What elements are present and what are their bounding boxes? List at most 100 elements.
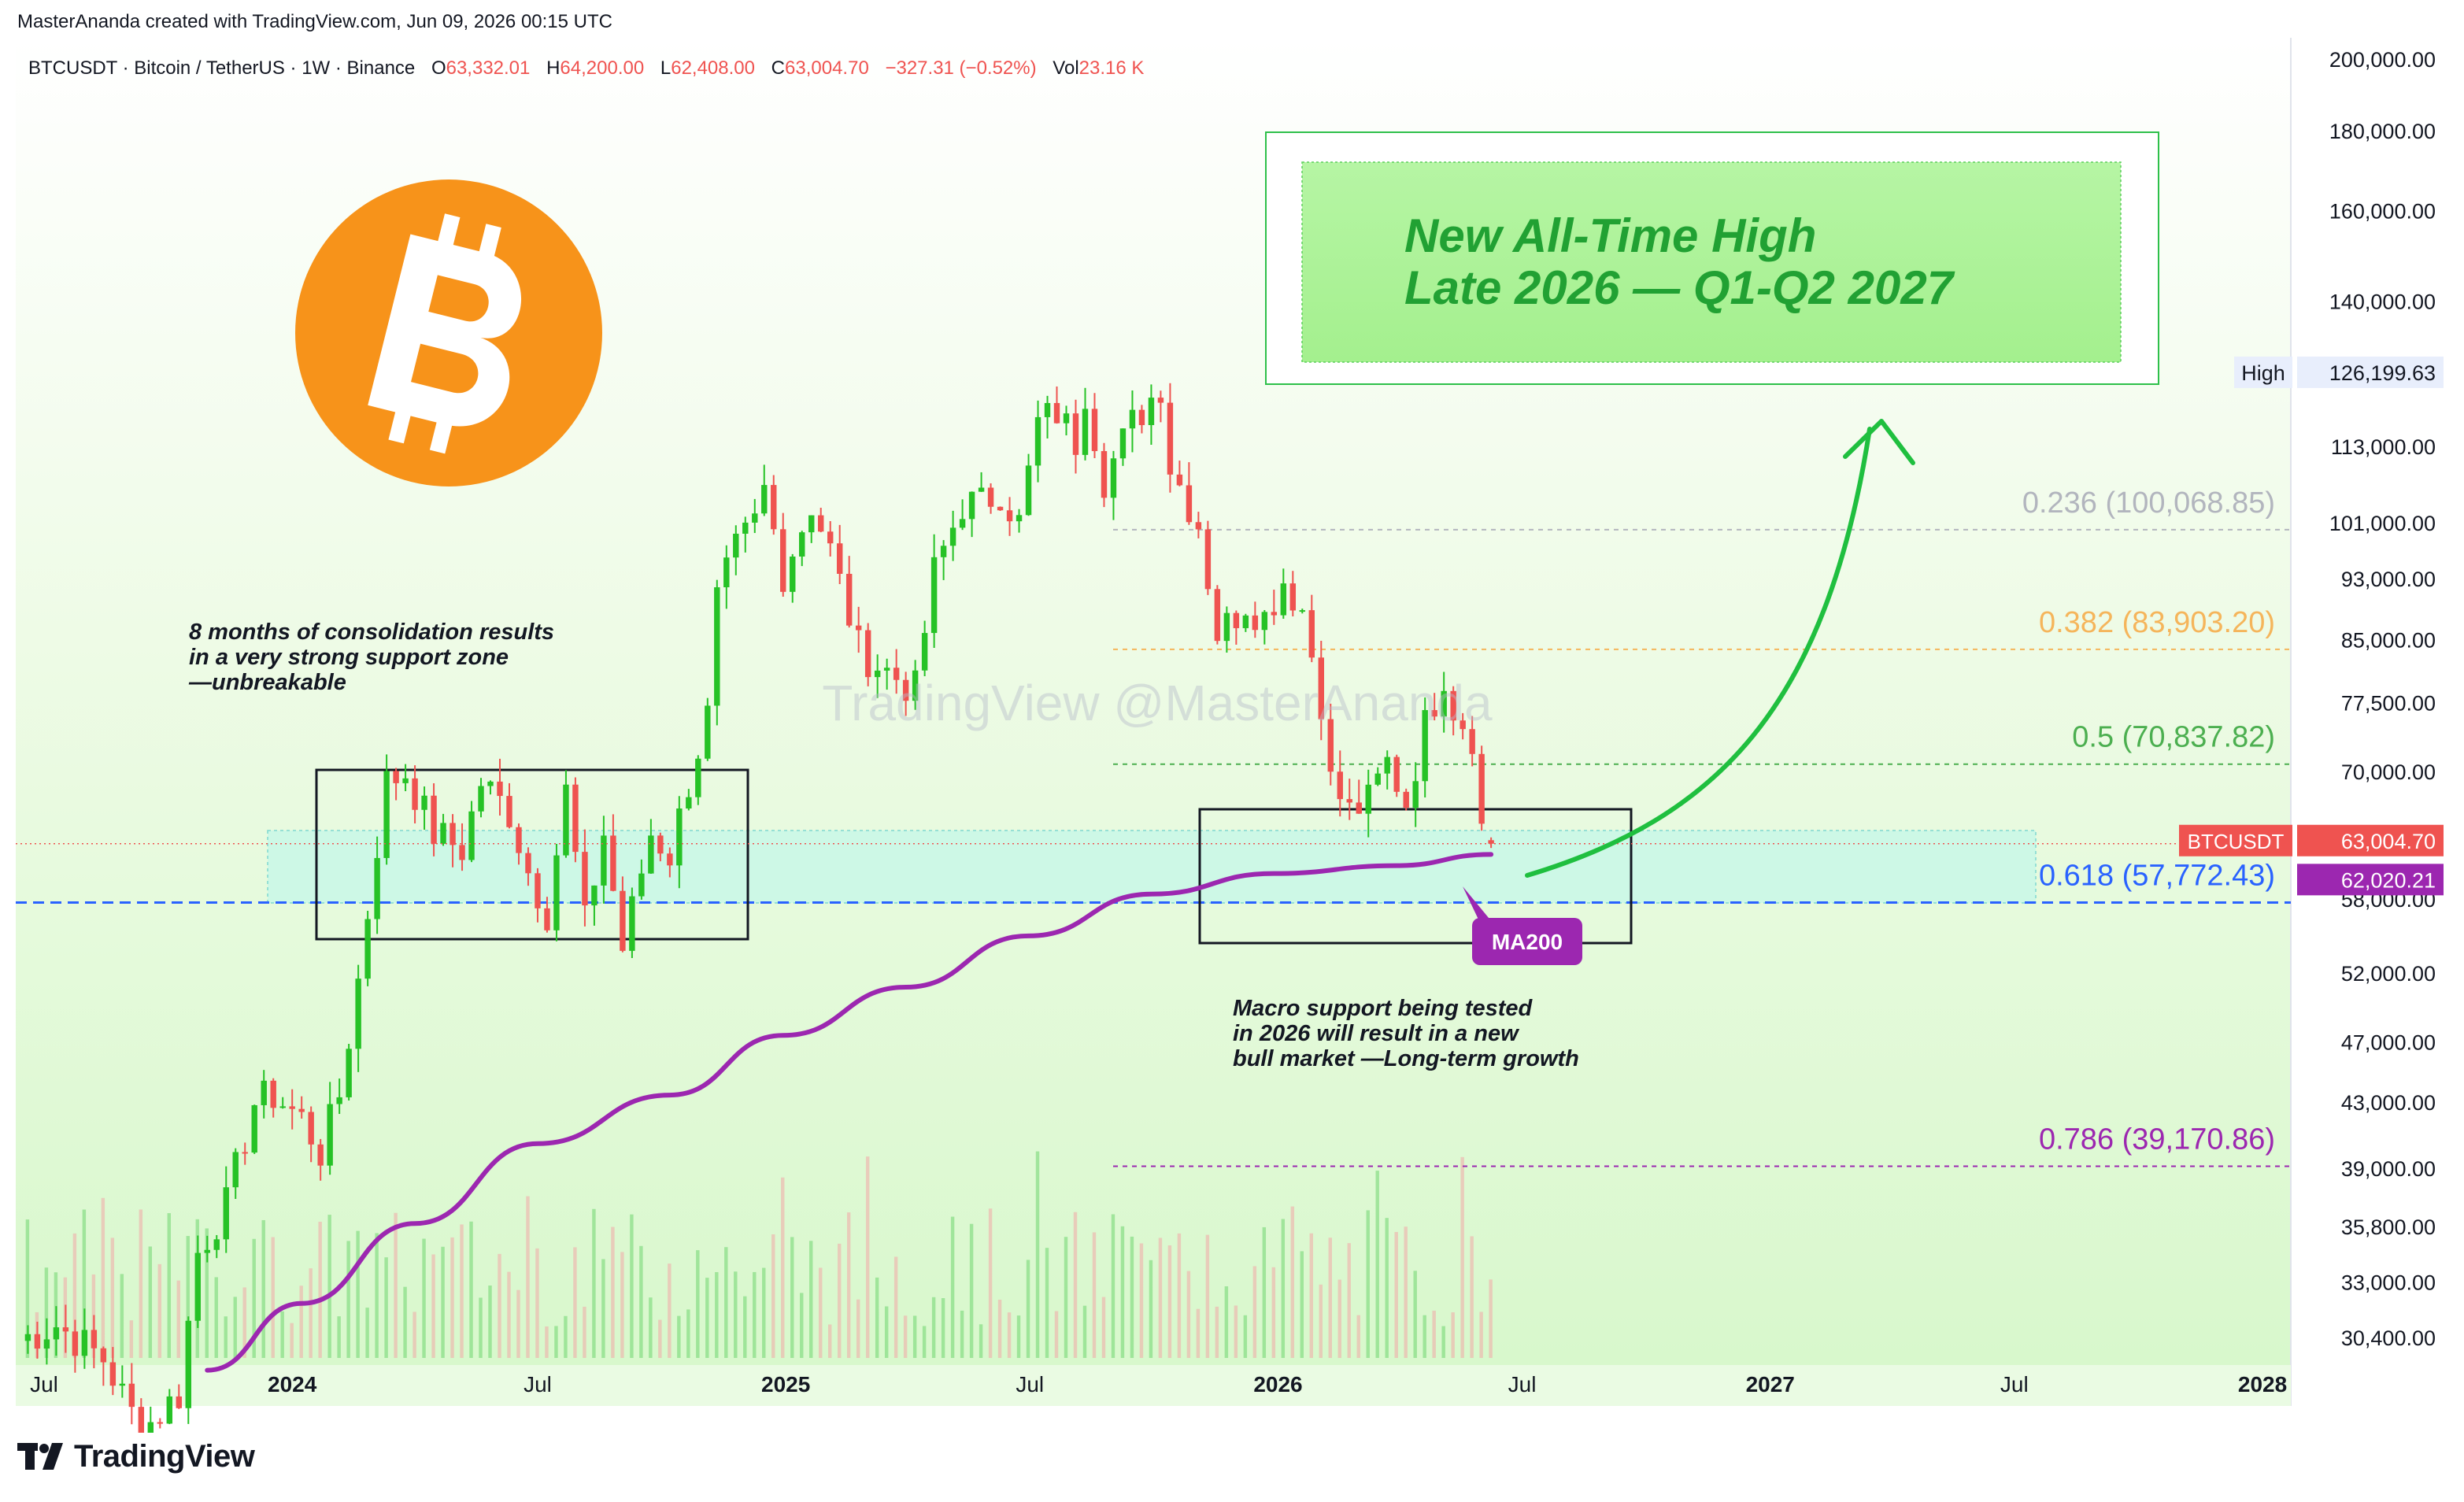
candle-body bbox=[610, 835, 616, 891]
candle-body bbox=[308, 1112, 314, 1145]
candle-body bbox=[1129, 409, 1136, 429]
candle-body bbox=[1204, 529, 1212, 590]
candle-body bbox=[1327, 719, 1334, 772]
price-tick-label: 43,000.00 bbox=[2341, 1091, 2436, 1115]
candle-body bbox=[346, 1049, 352, 1097]
fib-label-0-786: 0.786 (39,170.86) bbox=[2039, 1123, 2275, 1156]
volume-bar bbox=[1026, 1260, 1030, 1358]
candle-body bbox=[223, 1187, 229, 1240]
volume-bar bbox=[186, 1236, 190, 1358]
fib-label-0-382: 0.382 (83,903.20) bbox=[2039, 606, 2275, 639]
volume-bar bbox=[1158, 1237, 1163, 1358]
candle-body bbox=[686, 797, 692, 809]
candle-body bbox=[109, 1362, 117, 1386]
candle-body bbox=[855, 625, 862, 631]
volume-bar bbox=[139, 1209, 143, 1358]
volume-bar bbox=[1337, 1279, 1341, 1358]
consolidation-note-line3: —unbreakable bbox=[188, 670, 346, 695]
candle-body bbox=[1148, 398, 1155, 426]
volume-bar bbox=[1394, 1232, 1398, 1358]
volume-bar bbox=[205, 1228, 209, 1358]
candle-body bbox=[525, 853, 531, 874]
volume-bar bbox=[875, 1277, 879, 1358]
volume-bar bbox=[734, 1271, 738, 1358]
price-tick-label: 101,000.00 bbox=[2329, 512, 2436, 535]
volume-bar bbox=[535, 1248, 539, 1358]
tradingview-brand[interactable]: TradingView bbox=[17, 1439, 255, 1474]
candle-body bbox=[62, 1327, 69, 1332]
volume-bar bbox=[318, 1221, 322, 1358]
price-chart[interactable]: 0.236 (100,068.85) 0.382 (83,903.20) 0.5 (… bbox=[0, 0, 2464, 1433]
volume-bar bbox=[1139, 1243, 1144, 1358]
candle-body bbox=[997, 506, 1004, 511]
candle-body bbox=[667, 853, 673, 866]
volume-bar bbox=[1375, 1171, 1379, 1358]
time-tick-label: Jul bbox=[2000, 1372, 2029, 1397]
volume-bar bbox=[148, 1246, 153, 1358]
price-tick-label: 93,000.00 bbox=[2341, 568, 2436, 591]
candle-body bbox=[1478, 753, 1485, 824]
candle-body bbox=[1044, 402, 1051, 417]
tradingview-logo-icon bbox=[17, 1442, 63, 1470]
volume-bar bbox=[1196, 1308, 1201, 1358]
volume-bar bbox=[800, 1293, 804, 1358]
volume-bar bbox=[922, 1326, 927, 1358]
volume-bar bbox=[214, 1277, 218, 1358]
candle-body bbox=[1384, 757, 1390, 774]
open-label: O bbox=[431, 57, 446, 79]
volume-bar bbox=[309, 1268, 313, 1358]
volume-bar bbox=[1035, 1151, 1040, 1358]
volume-bar bbox=[110, 1237, 115, 1358]
high-badge-label: High bbox=[2241, 361, 2285, 385]
volume-bar bbox=[261, 1219, 265, 1358]
candle-body bbox=[638, 873, 645, 897]
candle-body bbox=[1006, 510, 1013, 522]
volume-bar bbox=[960, 1310, 964, 1358]
price-tick-label: 77,500.00 bbox=[2341, 691, 2436, 715]
candle-body bbox=[81, 1330, 88, 1356]
volume-bar bbox=[1432, 1310, 1436, 1358]
volume-bar bbox=[25, 1219, 30, 1358]
change-value: −327.31 (−0.52%) bbox=[885, 57, 1036, 79]
price-tick-label: 30,400.00 bbox=[2341, 1326, 2436, 1350]
volume-bar bbox=[1054, 1311, 1059, 1358]
price-axis-background bbox=[2291, 38, 2448, 1406]
candle-body bbox=[714, 587, 720, 706]
volume-bar bbox=[233, 1297, 237, 1358]
volume-bar bbox=[1366, 1210, 1370, 1358]
candle-body bbox=[1082, 409, 1089, 455]
volume-bar bbox=[1479, 1311, 1483, 1358]
candle-body bbox=[968, 491, 975, 520]
volume-bar bbox=[583, 1306, 586, 1358]
candle-body bbox=[921, 633, 928, 671]
volume-bar bbox=[365, 1308, 369, 1358]
volume-bar bbox=[252, 1238, 256, 1358]
candle-body bbox=[251, 1104, 257, 1153]
volume-bar bbox=[526, 1196, 530, 1358]
low-label: L bbox=[660, 57, 671, 79]
candle-body bbox=[487, 781, 494, 786]
volume-bar bbox=[893, 1256, 898, 1358]
volume-value: 23.16 K bbox=[1079, 57, 1145, 79]
candle-body bbox=[232, 1152, 239, 1188]
candle-body bbox=[1195, 522, 1202, 530]
volume-bar bbox=[620, 1252, 624, 1358]
volume-bar bbox=[649, 1297, 653, 1358]
candle-body bbox=[317, 1144, 324, 1166]
volume-bar bbox=[1441, 1326, 1445, 1358]
candle-body bbox=[1138, 409, 1145, 426]
volume-bar bbox=[1243, 1315, 1248, 1358]
candle-body bbox=[827, 531, 834, 544]
ma-badge-bg bbox=[2297, 864, 2444, 896]
volume-bar bbox=[394, 1212, 398, 1358]
candle-body bbox=[1176, 474, 1183, 486]
volume-bar bbox=[120, 1274, 124, 1358]
candle-body bbox=[364, 919, 371, 979]
volume-bar bbox=[573, 1247, 577, 1358]
volume-bar bbox=[837, 1243, 842, 1358]
candle-body bbox=[742, 522, 749, 534]
candle-body bbox=[1072, 413, 1079, 455]
candle-body bbox=[204, 1249, 210, 1253]
candle-body bbox=[845, 573, 853, 626]
candle-body bbox=[194, 1252, 201, 1321]
